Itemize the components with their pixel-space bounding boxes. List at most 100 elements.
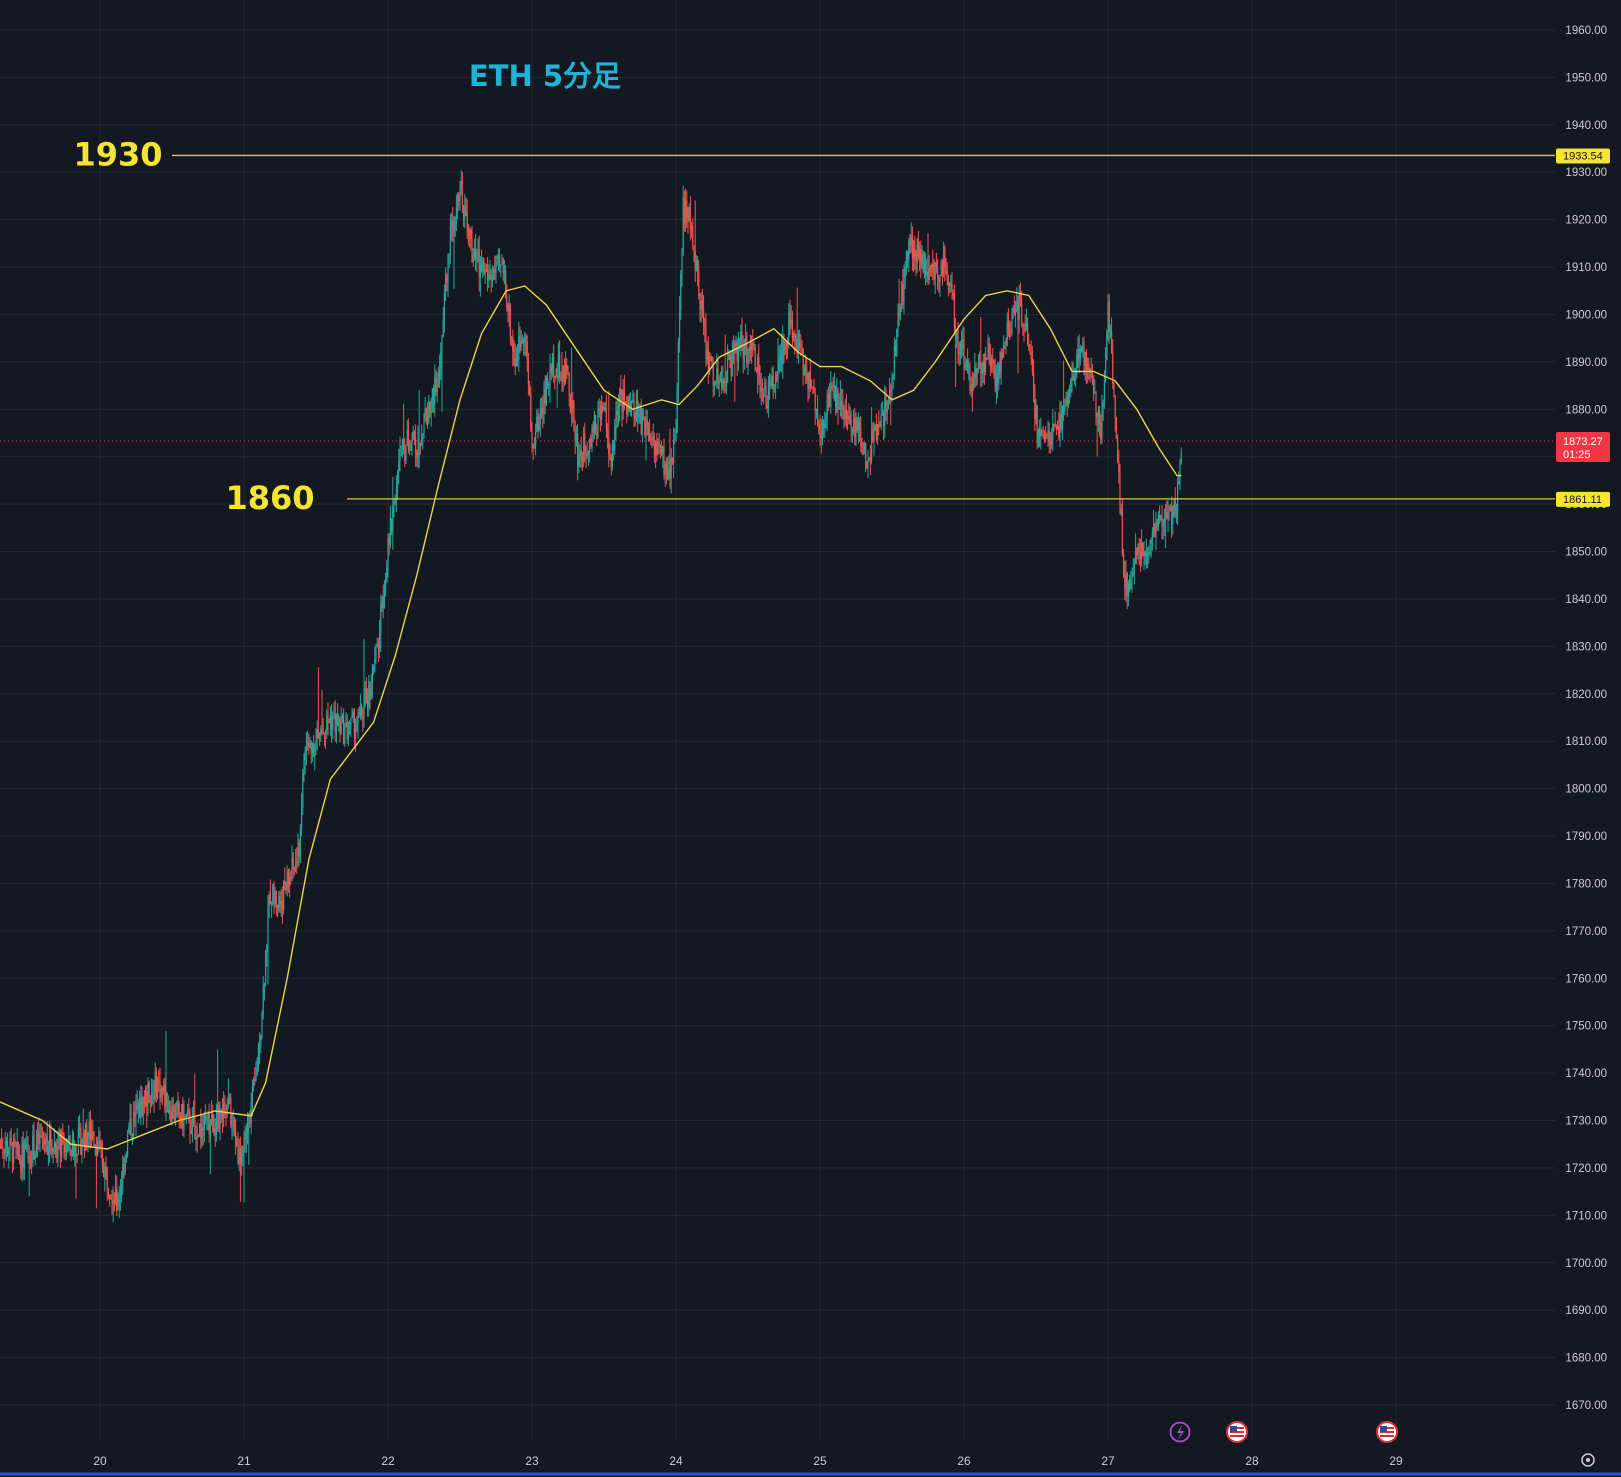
candle-body (303, 761, 305, 774)
candle-body (1093, 381, 1095, 393)
candle-body (518, 336, 520, 360)
candle-body (1099, 410, 1101, 423)
candle-body (749, 346, 751, 351)
candle-body (193, 1114, 195, 1116)
candle-body (117, 1206, 119, 1211)
candle-body (475, 249, 477, 259)
candle-body (1159, 514, 1161, 521)
candle-body (1107, 301, 1109, 333)
candle-body (110, 1198, 112, 1200)
time-axis[interactable]: 20 21 22 23 24 25 26 27 28 29 (0, 1440, 1621, 1477)
candle-body (1168, 507, 1170, 509)
candle-body (65, 1150, 67, 1152)
candle-body (662, 446, 664, 455)
candle-body (716, 368, 718, 383)
candle-body (467, 231, 469, 236)
candle-body (602, 405, 604, 410)
candle-body (740, 331, 742, 348)
candle-body (580, 450, 582, 458)
candle-body (1136, 547, 1138, 556)
candle-body (1006, 321, 1008, 347)
candle-body (494, 269, 496, 273)
candle-body (213, 1128, 215, 1132)
candle-body (239, 1148, 241, 1165)
candle-body (113, 1199, 115, 1203)
candle-body (249, 1113, 251, 1124)
candle-body (670, 457, 672, 479)
settings-gear-icon[interactable] (1581, 1453, 1595, 1467)
candle-body (1094, 391, 1096, 393)
candle-body (902, 284, 904, 301)
candle-body (814, 393, 816, 412)
candle-body (925, 261, 927, 276)
candle-body (491, 279, 493, 281)
candle-body (277, 904, 279, 907)
candle-body (401, 439, 403, 447)
candle-body (1046, 435, 1048, 437)
candle-body (1022, 324, 1024, 326)
candle-body (224, 1102, 226, 1105)
candle-body (382, 596, 384, 609)
time-tick-label: 21 (237, 1454, 251, 1468)
lightning-event-icon[interactable] (1169, 1421, 1191, 1443)
candle-body (53, 1141, 55, 1148)
candle-body (761, 387, 763, 390)
candle-body (566, 364, 568, 371)
candle-body (1135, 547, 1137, 564)
candle-body (953, 295, 955, 328)
candle-body (25, 1144, 27, 1150)
price-axis[interactable]: 1960.00 1950.00 1940.00 1930.00 1920.00 1910.… (1555, 0, 1621, 1477)
candle-body (940, 262, 942, 276)
candle-body (531, 429, 533, 445)
candle-body (125, 1155, 127, 1158)
candle-body (791, 319, 793, 338)
candle-body (841, 402, 843, 404)
candle-body (945, 267, 947, 270)
candle-body (146, 1090, 148, 1106)
candle-body (98, 1141, 100, 1148)
candle-body (89, 1122, 91, 1140)
event-markers[interactable] (1169, 1421, 1398, 1443)
candle-body (754, 347, 756, 371)
candle-body (622, 389, 624, 412)
us-flag-event-icon[interactable] (1226, 1421, 1248, 1443)
candle-body (1123, 554, 1125, 575)
candle-body (825, 419, 827, 424)
price-tick-label: 1830.00 (1565, 641, 1607, 653)
candle-body (675, 432, 677, 441)
horizontal-levels[interactable]: 1930 1860 (73, 135, 1555, 517)
candle-body (1001, 352, 1003, 358)
us-flag-event-icon[interactable] (1376, 1421, 1398, 1443)
candle-body (560, 376, 562, 380)
candle-body (627, 396, 629, 415)
candle-body (971, 384, 973, 389)
candle-body (639, 407, 641, 415)
candle-body (638, 414, 640, 418)
candle-body (255, 1073, 257, 1081)
candle-body (406, 429, 408, 446)
candle-body (644, 417, 646, 435)
candle-body (1011, 312, 1013, 333)
candle-body (933, 271, 935, 280)
candle-body (745, 336, 747, 346)
price-tick-label: 1720.00 (1565, 1163, 1607, 1175)
candle-body (778, 358, 780, 371)
candle-body (452, 220, 454, 237)
candle-body (428, 402, 430, 423)
candle-body (725, 382, 727, 384)
candle-body (459, 186, 461, 202)
candle-body (758, 357, 760, 375)
candle-body (478, 249, 480, 277)
candle-body (140, 1097, 142, 1117)
candle-body (837, 390, 839, 410)
candle-body (964, 366, 966, 369)
candle-body (395, 487, 397, 504)
candle-body (520, 340, 522, 349)
candle-body (820, 433, 822, 439)
candle-body (1012, 307, 1014, 313)
candle-body (575, 432, 577, 442)
candle-body (705, 327, 707, 359)
candle-body (367, 698, 369, 708)
candle-body (203, 1115, 205, 1131)
